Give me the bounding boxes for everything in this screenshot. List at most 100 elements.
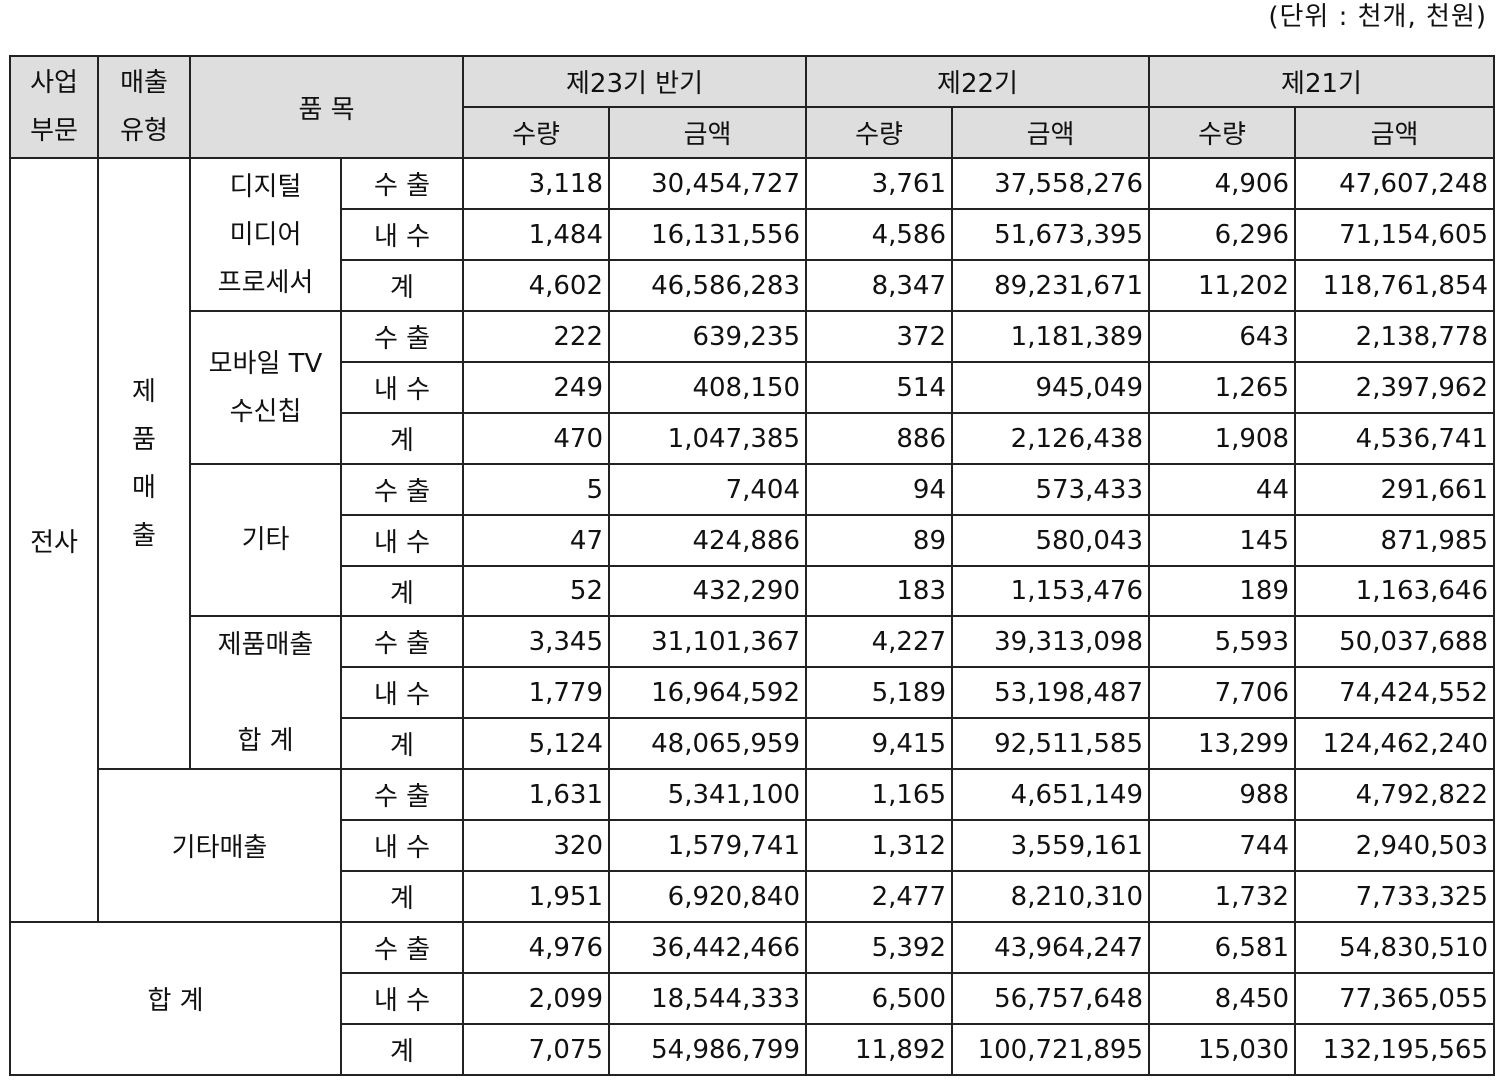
- cell-value: 77,365,055: [1294, 972, 1495, 1025]
- table-row: 내 수 320 1,579,741 1,312 3,559,161 744 2,…: [10, 819, 1495, 872]
- cell-value: 16,964,592: [608, 666, 807, 719]
- cell-value: 1,631: [462, 768, 610, 821]
- other-sales-cell: 기타매출: [97, 768, 342, 923]
- cell-value: 15,030: [1148, 1023, 1296, 1076]
- cell-value: 886: [805, 412, 953, 465]
- cell-value: 5,593: [1148, 615, 1296, 668]
- group-digital-media-processor: 디지털 미디어 프로세서: [189, 157, 342, 312]
- cell-value: 71,154,605: [1294, 208, 1495, 261]
- cell-value: 145: [1148, 514, 1296, 567]
- row-type-subtotal: 계: [340, 1023, 464, 1076]
- table-row: 제품매출 합 계 수 출 3,345 31,101,367 4,227 39,3…: [10, 615, 1495, 770]
- cell-value: 1,579,741: [608, 819, 807, 872]
- cell-value: 5,392: [805, 921, 953, 974]
- row-type-domestic: 내 수: [340, 361, 464, 414]
- cell-value: 4,976: [462, 921, 610, 974]
- table-row: 내 수 47 424,886 89 580,043 145 871,985: [10, 514, 1495, 567]
- cell-value: 8,347: [805, 259, 953, 312]
- cell-value: 94: [805, 463, 953, 516]
- row-type-subtotal: 계: [340, 717, 464, 770]
- table-row: 계 1,951 6,920,840 2,477 8,210,310 1,732 …: [10, 870, 1495, 923]
- cell-value: 7,706: [1148, 666, 1296, 719]
- row-type-domestic: 내 수: [340, 972, 464, 1025]
- header-amount: 금액: [951, 106, 1150, 159]
- cell-value: 47: [462, 514, 610, 567]
- cell-value: 1,951: [462, 870, 610, 923]
- cell-value: 7,733,325: [1294, 870, 1495, 923]
- cell-value: 1,312: [805, 819, 953, 872]
- table-row: 내 수 1,779 16,964,592 5,189 53,198,487 7,…: [10, 666, 1495, 719]
- row-type-domestic: 내 수: [340, 208, 464, 261]
- sales-table: 사업 부문 매출 유형 품 목 제23기 반기 제22기 제21기 수량 금액 …: [9, 55, 1495, 1076]
- row-type-domestic: 내 수: [340, 819, 464, 872]
- header-period-22: 제22기: [805, 55, 1150, 108]
- cell-value: 8,450: [1148, 972, 1296, 1025]
- header-qty: 수량: [1148, 106, 1296, 159]
- cell-value: 47,607,248: [1294, 157, 1495, 210]
- cell-value: 37,558,276: [951, 157, 1150, 210]
- cell-value: 573,433: [951, 463, 1150, 516]
- cell-value: 11,202: [1148, 259, 1296, 312]
- row-type-export: 수 출: [340, 615, 464, 668]
- cell-value: 89: [805, 514, 953, 567]
- cell-value: 291,661: [1294, 463, 1495, 516]
- cell-value: 48,065,959: [608, 717, 807, 770]
- cell-value: 1,047,385: [608, 412, 807, 465]
- cell-value: 13,299: [1148, 717, 1296, 770]
- cell-value: 5,124: [462, 717, 610, 770]
- table-row: 계 470 1,047,385 886 2,126,438 1,908 4,53…: [10, 412, 1495, 465]
- cell-value: 8,210,310: [951, 870, 1150, 923]
- cell-value: 6,581: [1148, 921, 1296, 974]
- cell-value: 118,761,854: [1294, 259, 1495, 312]
- cell-value: 408,150: [608, 361, 807, 414]
- group-other: 기타: [189, 463, 342, 617]
- cell-value: 53,198,487: [951, 666, 1150, 719]
- header-period-23: 제23기 반기: [462, 55, 807, 108]
- cell-value: 132,195,565: [1294, 1023, 1495, 1076]
- cell-value: 3,559,161: [951, 819, 1150, 872]
- cell-value: 5: [462, 463, 610, 516]
- cell-value: 4,651,149: [951, 768, 1150, 821]
- cell-value: 744: [1148, 819, 1296, 872]
- cell-value: 31,101,367: [608, 615, 807, 668]
- cell-value: 124,462,240: [1294, 717, 1495, 770]
- cell-value: 4,602: [462, 259, 610, 312]
- cell-value: 89,231,671: [951, 259, 1150, 312]
- cell-value: 51,673,395: [951, 208, 1150, 261]
- cell-value: 50,037,688: [1294, 615, 1495, 668]
- row-type-export: 수 출: [340, 921, 464, 974]
- cell-value: 1,265: [1148, 361, 1296, 414]
- cell-value: 43,964,247: [951, 921, 1150, 974]
- row-type-subtotal: 계: [340, 412, 464, 465]
- table-row: 계 5,124 48,065,959 9,415 92,511,585 13,2…: [10, 717, 1495, 770]
- cell-value: 514: [805, 361, 953, 414]
- unit-note: (단위 : 천개, 천원): [1268, 2, 1487, 32]
- cell-value: 222: [462, 310, 610, 363]
- cell-value: 11,892: [805, 1023, 953, 1076]
- cell-value: 871,985: [1294, 514, 1495, 567]
- table-row: 기타매출 수 출 1,631 5,341,100 1,165 4,651,149…: [10, 768, 1495, 923]
- cell-value: 1,163,646: [1294, 565, 1495, 617]
- table-row: 전사 제 품 매 출 디지털 미디어 프로세서 수 출 3,118 30,454…: [9, 157, 1495, 923]
- table-row: 계 7,075 54,986,799 11,892 100,721,895 15…: [10, 1023, 1495, 1076]
- cell-value: 4,586: [805, 208, 953, 261]
- row-type-subtotal: 계: [340, 259, 464, 312]
- cell-value: 2,477: [805, 870, 953, 923]
- cell-value: 18,544,333: [608, 972, 807, 1025]
- cell-value: 6,296: [1148, 208, 1296, 261]
- cell-value: 4,227: [805, 615, 953, 668]
- cell-value: 1,165: [805, 768, 953, 821]
- cell-value: 3,345: [462, 615, 610, 668]
- group-mobile-tv-chip: 모바일 TV 수신칩: [189, 310, 342, 465]
- cell-value: 1,181,389: [951, 310, 1150, 363]
- cell-value: 54,986,799: [608, 1023, 807, 1076]
- cell-value: 36,442,466: [608, 921, 807, 974]
- cell-value: 372: [805, 310, 953, 363]
- header-qty: 수량: [805, 106, 953, 159]
- cell-value: 424,886: [608, 514, 807, 567]
- cell-value: 189: [1148, 565, 1296, 617]
- cell-value: 100,721,895: [951, 1023, 1150, 1076]
- cell-value: 580,043: [951, 514, 1150, 567]
- table-row: 내 수 249 408,150 514 945,049 1,265 2,397,…: [10, 361, 1495, 414]
- cell-value: 44: [1148, 463, 1296, 516]
